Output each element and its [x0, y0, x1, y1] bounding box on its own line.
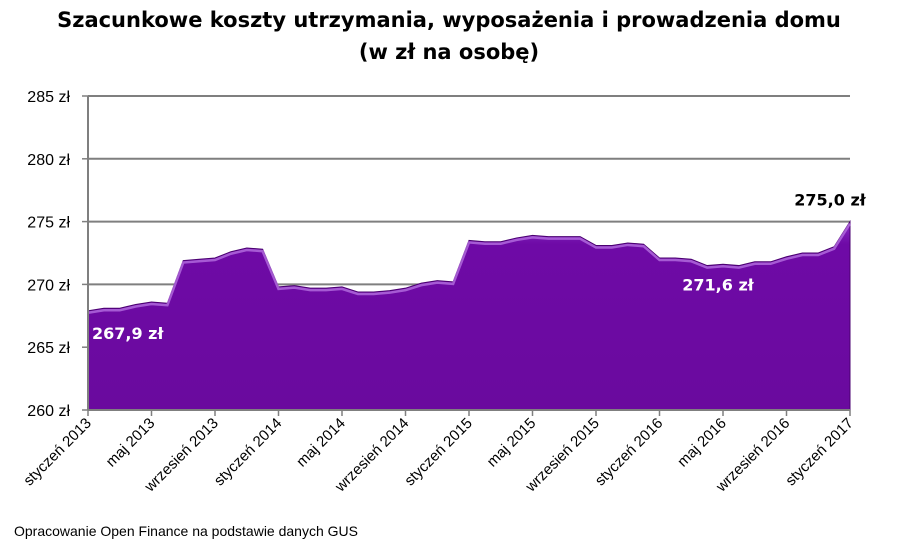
x-tick-label: maj 2013	[103, 415, 159, 471]
y-tick-label: 285 zł	[27, 89, 70, 106]
x-tick-label: styczeń 2016	[592, 415, 667, 490]
x-tick-label: styczeń 2014	[211, 415, 286, 490]
y-tick-label: 280 zł	[27, 152, 70, 169]
y-tick-label: 260 zł	[27, 403, 70, 420]
x-tick-label: maj 2014	[293, 415, 349, 471]
x-tick-label: styczeń 2017	[782, 415, 857, 490]
x-tick-label: styczeń 2015	[401, 415, 476, 490]
y-tick-label: 275 zł	[27, 215, 70, 232]
chart-subtitle: (w zł na osobę)	[358, 40, 540, 64]
x-tick-label: styczeń 2013	[20, 415, 95, 490]
x-tick-label: maj 2015	[484, 415, 540, 471]
y-tick-label: 265 zł	[27, 340, 70, 357]
area-series	[87, 219, 851, 411]
chart-title-line: Szacunkowe koszty utrzymania, wyposażeni…	[57, 8, 841, 32]
y-tick-label: 270 zł	[27, 277, 70, 294]
data-label: 267,9 zł	[92, 324, 164, 343]
data-label: 271,6 zł	[682, 275, 754, 294]
data-label: 275,0 zł	[794, 191, 866, 210]
source-note: Opracowanie Open Finance na podstawie da…	[14, 523, 358, 539]
chart-title: Szacunkowe koszty utrzymania, wyposażeni…	[0, 4, 898, 68]
area-highlight	[87, 222, 852, 315]
x-tick-label: maj 2016	[674, 415, 730, 471]
